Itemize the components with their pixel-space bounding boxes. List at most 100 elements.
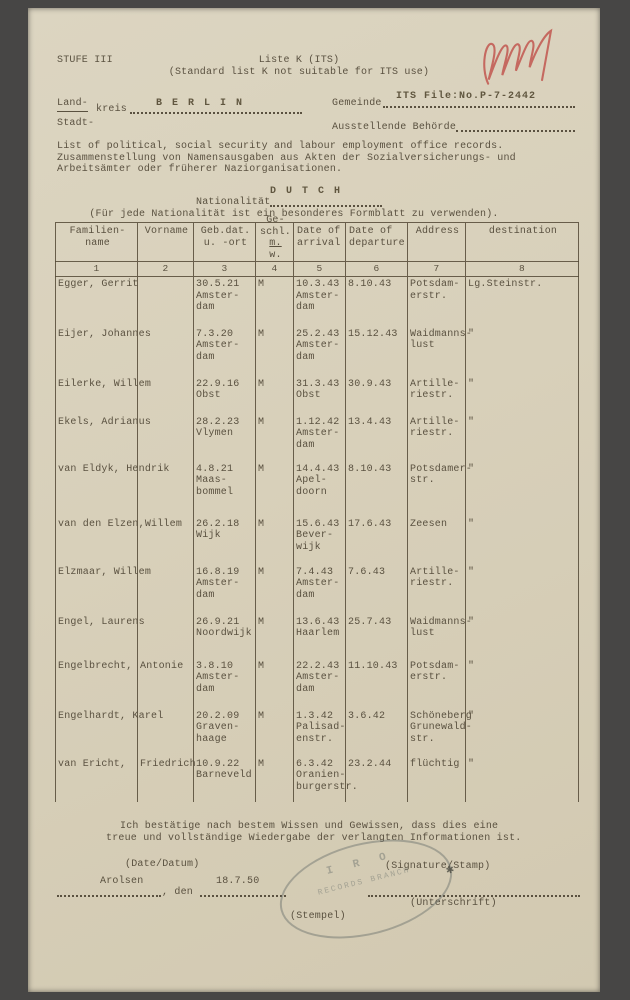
destination-cell: " [465, 376, 579, 415]
address-cell: Waidmanns- lust [407, 614, 472, 659]
table-row: Engelbrecht, Antonie 3.8.10 Amster- dam … [55, 658, 579, 709]
address-cell: Potsdam- erstr. [407, 658, 466, 709]
departure-cell: 25.7.43 [345, 614, 408, 659]
vorname-cell [137, 414, 194, 462]
familienname-cell: Eijer, Johannes [58, 328, 152, 340]
sex-cell: M [255, 564, 294, 615]
column-number-row: 1 2 3 4 5 6 7 8 [55, 261, 579, 277]
table-row: Eijer, Johannes 7.3.20 Amster- dam M 25.… [55, 326, 579, 377]
land-label: Land- [57, 98, 89, 112]
nationality-note: (Für jede Nationalität ist ein besondere… [89, 209, 499, 220]
destination-cell: " [465, 414, 579, 462]
behoerde-dotted-line [456, 129, 575, 132]
col-number: 6 [345, 261, 408, 277]
col-number: 7 [407, 261, 466, 277]
familienname-cell: Engelhardt, Karel [58, 710, 164, 722]
arrival-cell: 10.3.43 Amster- dam [293, 276, 346, 327]
stufe-label: STUFE III [57, 55, 113, 66]
departure-cell: 3.6.42 [345, 708, 408, 757]
arrival-cell: 1.12.42 Amster- dam [293, 414, 346, 462]
sex-cell: M [255, 614, 294, 659]
table-row: Engel, Laurens 26.9.21 Noordwijk M 13.6.… [55, 614, 579, 659]
col-header-familienname: Familien- name [55, 222, 138, 262]
red-signature-mark-icon [473, 25, 571, 97]
birth-cell: 16.8.19 Amster- dam [193, 564, 256, 615]
date-value: 18.7.50 [216, 876, 260, 887]
signature-dotted-line [368, 894, 580, 897]
familienname-cell: Eilerke, Willem [58, 378, 152, 390]
birth-cell: 28.2.23 Vlymen [193, 414, 256, 462]
birth-cell: 26.9.21 Noordwijk [193, 614, 256, 659]
doc-title: Liste K (ITS) [258, 55, 340, 66]
nationality-dotted-line [270, 204, 382, 207]
table-row: van Eldyk, Hendrik 4.8.21 Maas- bommel M… [55, 461, 579, 517]
title-block: Liste K (ITS) (Standard list K not suita… [28, 55, 570, 78]
sex-cell: M [255, 708, 294, 757]
departure-cell: 17.6.43 [345, 516, 408, 565]
document-page: STUFE III Liste K (ITS) (Standard list K… [28, 8, 600, 992]
familienname-cell: van Ericht, [58, 758, 127, 770]
kreis-label: kreis [96, 104, 128, 115]
behoerde-label: Ausstellende Behörde [332, 122, 457, 133]
destination-cell: Lg.Steinstr. [465, 276, 579, 327]
col-header-address: Address [407, 222, 466, 262]
vorname-cell [137, 461, 194, 517]
nationality-label: Nationalität [196, 197, 271, 208]
departure-cell: 11.10.43 [345, 658, 408, 709]
table-row: Engelhardt, Karel 20.2.09 Graven- haage … [55, 708, 579, 757]
vorname-cell [137, 708, 194, 757]
address-cell: Artille- riestr. [407, 376, 466, 415]
destination-cell: " [465, 516, 579, 565]
sex-cell: M [255, 414, 294, 462]
familienname-cell: Egger, Gerrit [58, 279, 139, 290]
unterschrift-label: (Unterschrift) [410, 898, 497, 909]
gemeinde-label: Gemeinde [332, 98, 382, 109]
destination-cell: " [465, 658, 579, 709]
address-cell: Potsdamer- str. [407, 461, 472, 517]
destination-cell: " [465, 564, 579, 615]
table-row: van Ericht, Friedrich 10.9.22 Barneveld … [55, 756, 579, 802]
address-cell: Waidmanns- lust [407, 326, 472, 377]
destination-cell: " [465, 326, 579, 377]
departure-cell: 8.10.43 [345, 461, 408, 517]
table-row: van den Elzen,Willem 26.2.18 Wijk M 15.6… [55, 516, 579, 565]
gemeinde-dotted-line [383, 105, 575, 108]
departure-cell: 8.10.43 [345, 276, 408, 327]
arrival-cell: 22.2.43 Amster- dam [293, 658, 346, 709]
address-cell: Artille- riestr. [407, 564, 466, 615]
address-cell: flüchtig [407, 756, 466, 802]
birth-cell: 7.3.20 Amster- dam [193, 326, 256, 377]
sex-cell: M [255, 756, 294, 802]
table-row: Egger, Gerrit 30.5.21 Amster- dam M 10.3… [55, 276, 579, 327]
doc-subtitle: (Standard list K not suitable for ITS us… [168, 66, 430, 78]
arrival-cell: 31.3.43 Obst [293, 376, 346, 415]
address-cell: Zeesen [407, 516, 466, 565]
col-number: 5 [293, 261, 346, 277]
table-row: Eilerke, Willem 22.9.16 Obst M 31.3.43 O… [55, 376, 579, 415]
vorname-cell [137, 326, 194, 377]
familienname-cell: Engelbrecht, [58, 660, 133, 672]
address-cell: Artille- riestr. [407, 414, 466, 462]
sex-cell: M [255, 376, 294, 415]
departure-cell: 23.2.44 [345, 756, 408, 802]
arrival-cell: 6.3.42 Oranien- burgerstr. [293, 756, 358, 802]
kreis-value: B E R L I N [156, 98, 245, 109]
address-cell: Potsdam- erstr. [407, 276, 466, 327]
departure-cell: 15.12.43 [345, 326, 408, 377]
table-row: Ekels, Adrianus 28.2.23 Vlymen M 1.12.42… [55, 414, 579, 462]
familienname-cell: Elzmaar, Willem [58, 566, 152, 578]
date-dotted-line [200, 894, 286, 897]
vorname-cell [137, 276, 194, 327]
familienname-cell: van Eldyk, Hendrik [58, 463, 170, 475]
birth-cell: 4.8.21 Maas- bommel [193, 461, 256, 517]
description-line: List of political, social security and l… [57, 141, 504, 152]
geschlecht-header-stack: Ge- schl. m. w. [258, 215, 293, 261]
sex-cell: M [255, 326, 294, 377]
birth-cell: 30.5.21 Amster- dam [193, 276, 256, 327]
address-cell: Schöneberg Grunewald- str. [407, 708, 472, 757]
col-number: 3 [193, 261, 256, 277]
col-number: 2 [137, 261, 194, 277]
place-dotted-line [57, 894, 161, 897]
departure-cell: 13.4.43 [345, 414, 408, 462]
stempel-label: (Stempel) [290, 911, 346, 922]
